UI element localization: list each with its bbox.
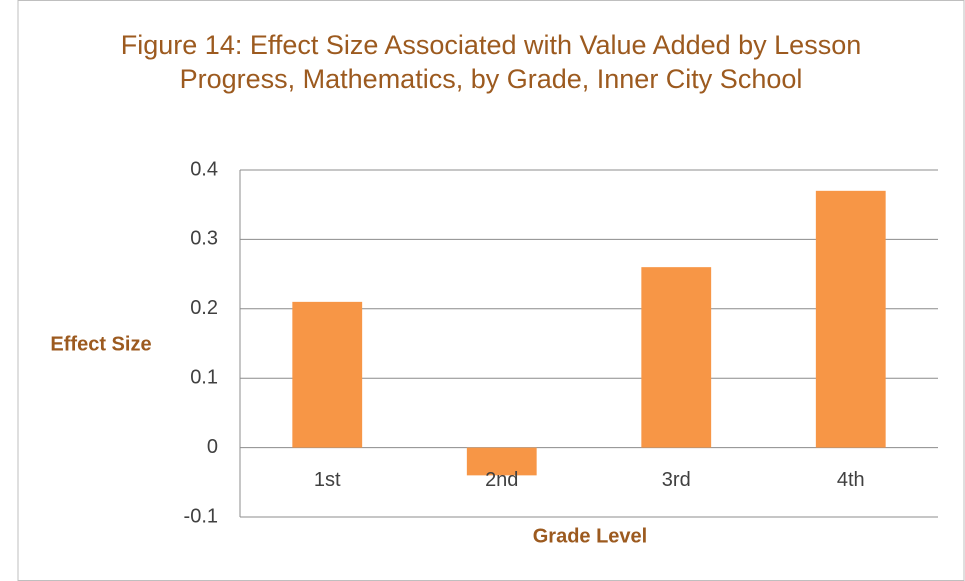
bar [292,301,363,448]
y-tick-label: 0.3 [190,228,218,250]
x-tick-label: 2nd [485,469,518,491]
chart-title: Figure 14: Effect Size Associated with V… [120,30,862,94]
y-tick-label: 0 [207,436,218,458]
x-tick-label: 3rd [662,469,691,491]
y-tick-label: 0.4 [190,158,218,180]
x-tick-label: 4th [837,469,865,491]
x-axis-label: Grade Level [533,525,648,547]
y-axis-label: Effect Size [50,333,151,355]
bar [641,267,712,448]
bar [466,447,537,476]
x-tick-label: 1st [314,469,341,491]
y-tick-label: 0.2 [190,297,218,319]
y-tick-label: 0.1 [190,366,218,388]
y-tick-label: -0.1 [184,505,218,527]
bar [815,190,886,448]
